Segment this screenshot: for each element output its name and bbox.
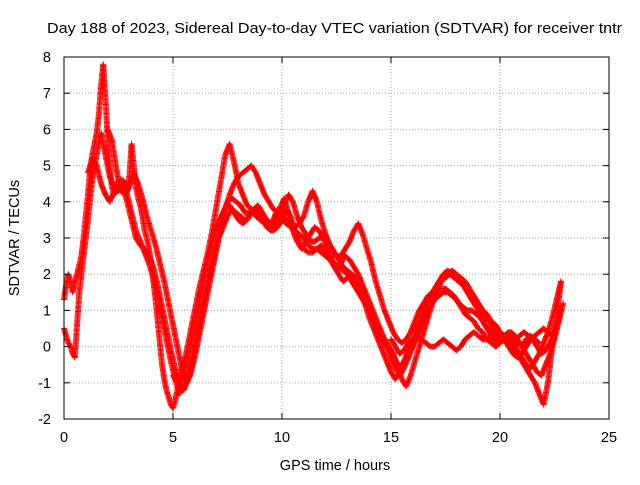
data-series bbox=[61, 61, 566, 411]
series-track-2 bbox=[61, 130, 566, 397]
chart-title: Day 188 of 2023, Sidereal Day-to-day VTE… bbox=[47, 21, 622, 37]
series-track-5 bbox=[170, 202, 564, 385]
